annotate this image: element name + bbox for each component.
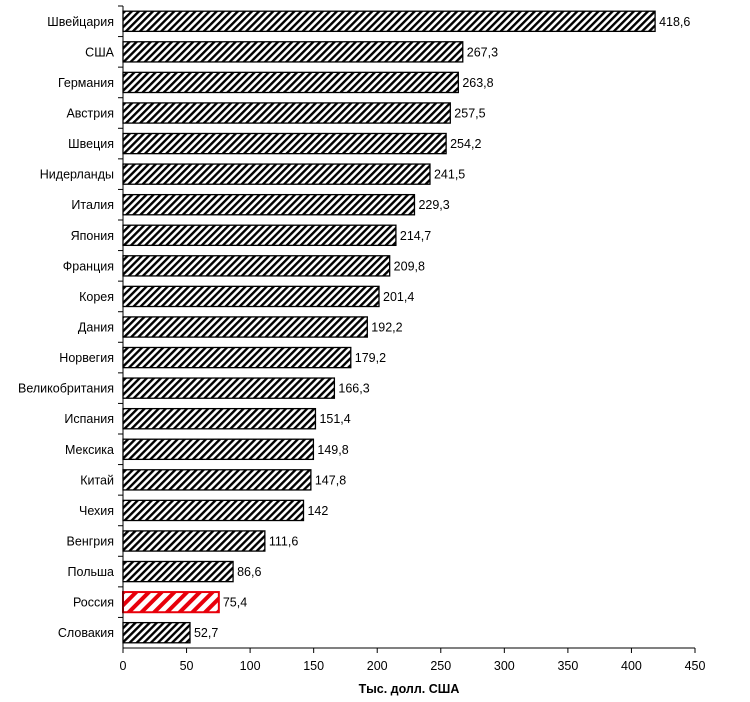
value-label: 257,5 (454, 107, 485, 121)
bar-австрия (122, 102, 451, 124)
bar-нидерланды (122, 163, 431, 185)
category-label: Франция (63, 259, 114, 273)
category-label: Испания (64, 412, 114, 426)
category-label: Мексика (65, 443, 114, 457)
x-tick-label: 350 (557, 659, 578, 673)
value-label: 254,2 (450, 137, 481, 151)
category-label: Австрия (66, 107, 114, 121)
x-axis: 0 50 100 150 200 250 300 350 400 450 (118, 5, 706, 673)
bar-япония (122, 224, 397, 247)
category-label: Япония (71, 229, 114, 243)
value-label: 151,4 (319, 412, 350, 426)
bar-великобритания (122, 377, 336, 399)
category-label: Венгрия (67, 535, 114, 549)
category-label: Россия (73, 596, 114, 610)
value-label: 52,7 (194, 626, 218, 640)
category-label: Норвегия (59, 351, 114, 365)
value-label: 142 (307, 504, 328, 518)
category-label: Дания (78, 321, 114, 335)
x-tick-label: 250 (430, 659, 451, 673)
x-tick-label: 200 (367, 659, 388, 673)
category-label: Италия (71, 198, 114, 212)
bar-испания (122, 407, 317, 430)
x-tick-label: 300 (494, 659, 515, 673)
category-label: Швеция (68, 137, 114, 151)
value-label: 75,4 (223, 596, 247, 610)
bar-чехия (122, 499, 305, 522)
bar-венгрия (122, 530, 266, 552)
bar-мексика (122, 438, 315, 461)
bar-швейцария (122, 10, 656, 33)
x-tick-label: 0 (120, 659, 127, 673)
value-label: 201,4 (383, 290, 414, 304)
category-label: Нидерланды (40, 168, 114, 182)
bar-китай (122, 469, 312, 491)
x-tick-label: 50 (180, 659, 194, 673)
category-label: США (85, 45, 114, 59)
bar-польша (122, 560, 234, 583)
bar-франция (122, 255, 391, 277)
x-tick-label: 450 (685, 659, 706, 673)
value-label: 263,8 (462, 76, 493, 90)
category-label: Польша (68, 565, 114, 579)
value-labels: 418,6 267,3 263,8 257,5 254,2 241,5 229,3 214,7… (194, 15, 690, 640)
value-label: 214,7 (400, 229, 431, 243)
bar-германия (122, 71, 459, 94)
bar-дания (122, 316, 368, 338)
category-label: Великобритания (18, 382, 114, 396)
value-label: 147,8 (315, 473, 346, 487)
bar-корея (122, 285, 380, 308)
x-axis-title: Тыс. долл. США (359, 682, 460, 696)
x-tick-label: 150 (303, 659, 324, 673)
value-label: 86,6 (237, 565, 261, 579)
category-label: Чехия (79, 504, 114, 518)
value-label: 179,2 (355, 351, 386, 365)
value-label: 192,2 (371, 321, 402, 335)
bar-сша (122, 41, 464, 63)
value-label: 111,6 (269, 535, 298, 549)
value-label: 418,6 (659, 15, 690, 29)
value-label: 209,8 (394, 259, 425, 273)
value-label: 229,3 (418, 198, 449, 212)
x-tick-label: 100 (240, 659, 261, 673)
bar-словакия (122, 621, 191, 644)
category-label: Швейцария (47, 15, 114, 29)
bar-норвегия (122, 346, 352, 369)
bar-швеция (122, 132, 447, 155)
value-label: 267,3 (467, 45, 498, 59)
bar-италия (122, 193, 416, 216)
value-label: 149,8 (317, 443, 348, 457)
category-label: Словакия (58, 626, 114, 640)
category-label: Германия (58, 76, 114, 90)
category-label: Китай (80, 473, 114, 487)
x-tick-label: 400 (621, 659, 642, 673)
value-label: 166,3 (338, 382, 369, 396)
bar-россия (122, 591, 220, 614)
category-label: Корея (79, 290, 114, 304)
category-labels: Швейцария США Германия Австрия Швеция Нидерла… (18, 15, 115, 640)
value-label: 241,5 (434, 168, 465, 182)
